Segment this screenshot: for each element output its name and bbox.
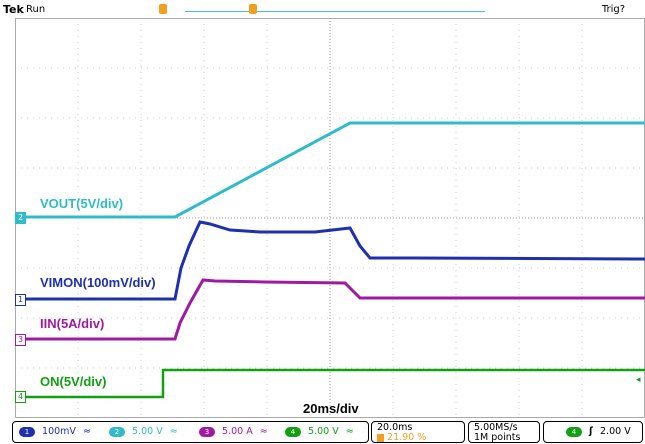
- ch1-bandwidth-icon: ≈: [82, 426, 91, 437]
- waveform-graticule: [15, 18, 645, 418]
- ch4-bandwidth-icon: ≈: [345, 426, 354, 437]
- ch1-scale: 100mV: [42, 426, 76, 437]
- trigger-source-badge: 4: [566, 426, 582, 437]
- record-position-marker[interactable]: [249, 4, 257, 14]
- ch1-ground-marker[interactable]: 1: [15, 294, 26, 306]
- vimon-label: VIMON(100mV/div): [40, 275, 156, 290]
- status-bar: 1 100mV ≈ 2 5.00 V ≈ 3 5.00 A ≈ 4 5.00 V…: [0, 420, 645, 444]
- trigger-level: 2.00 V: [600, 426, 631, 437]
- trigger-position-marker[interactable]: [159, 4, 167, 14]
- horizontal-position-value: 21.90 %: [387, 432, 427, 443]
- record-length: 1M points: [474, 432, 521, 443]
- vout-trace: [15, 121, 645, 219]
- iin-trace: [15, 278, 645, 341]
- sample-rate: 5.00MS/s: [474, 422, 518, 433]
- vimon-trace: [15, 220, 645, 301]
- on-label: ON(5V/div): [40, 374, 107, 389]
- timebase-label: 20ms/div: [303, 401, 359, 416]
- horizontal-scale: 20.0ms: [377, 422, 413, 433]
- record-timeline: [185, 11, 485, 12]
- horizontal-settings-panel[interactable]: 20.0ms 21.90 %: [371, 421, 465, 443]
- ch4-ground-marker[interactable]: 4: [15, 391, 26, 403]
- trigger-status: Trig?: [601, 4, 625, 15]
- horizontal-position: 21.90 %: [377, 432, 426, 443]
- top-bar: Tek Run Trig?: [0, 0, 645, 18]
- acquisition-settings-panel[interactable]: 5.00MS/s 1M points: [468, 421, 540, 443]
- ch1-readout[interactable]: 1 100mV ≈: [19, 426, 91, 437]
- ch3-readout[interactable]: 3 5.00 A ≈: [199, 426, 268, 437]
- brand-label: Tek: [3, 3, 24, 16]
- ch3-ground-marker[interactable]: 3: [15, 334, 26, 346]
- trigger-settings-panel[interactable]: 4 ʃ 2.00 V: [543, 421, 643, 443]
- vout-label: VOUT(5V/div): [40, 196, 124, 211]
- ch2-readout[interactable]: 2 5.00 V ≈: [109, 426, 178, 437]
- ch2-scale: 5.00 V: [132, 426, 163, 437]
- ch2-badge: 2: [109, 426, 125, 437]
- iin-label: IIN(5A/div): [40, 316, 105, 331]
- trigger-position-icon: [377, 433, 384, 442]
- ch3-bandwidth-icon: ≈: [259, 426, 268, 437]
- on-trace: [15, 368, 645, 399]
- ch4-badge: 4: [285, 426, 301, 437]
- rising-edge-icon: ʃ: [589, 426, 593, 437]
- ch1-badge: 1: [19, 426, 35, 437]
- ch4-readout[interactable]: 4 5.00 V ≈: [285, 426, 354, 437]
- ch2-ground-marker[interactable]: 2: [15, 212, 26, 224]
- ch2-bandwidth-icon: ≈: [169, 426, 178, 437]
- vertical-settings-panel: 1 100mV ≈ 2 5.00 V ≈ 3 5.00 A ≈ 4 5.00 V…: [12, 421, 369, 443]
- ch4-scale: 5.00 V: [308, 426, 339, 437]
- ch3-scale: 5.00 A: [222, 426, 253, 437]
- run-state: Run: [26, 4, 46, 15]
- trigger-level-arrow-icon: ◂: [636, 375, 641, 385]
- ch3-badge: 3: [199, 426, 215, 437]
